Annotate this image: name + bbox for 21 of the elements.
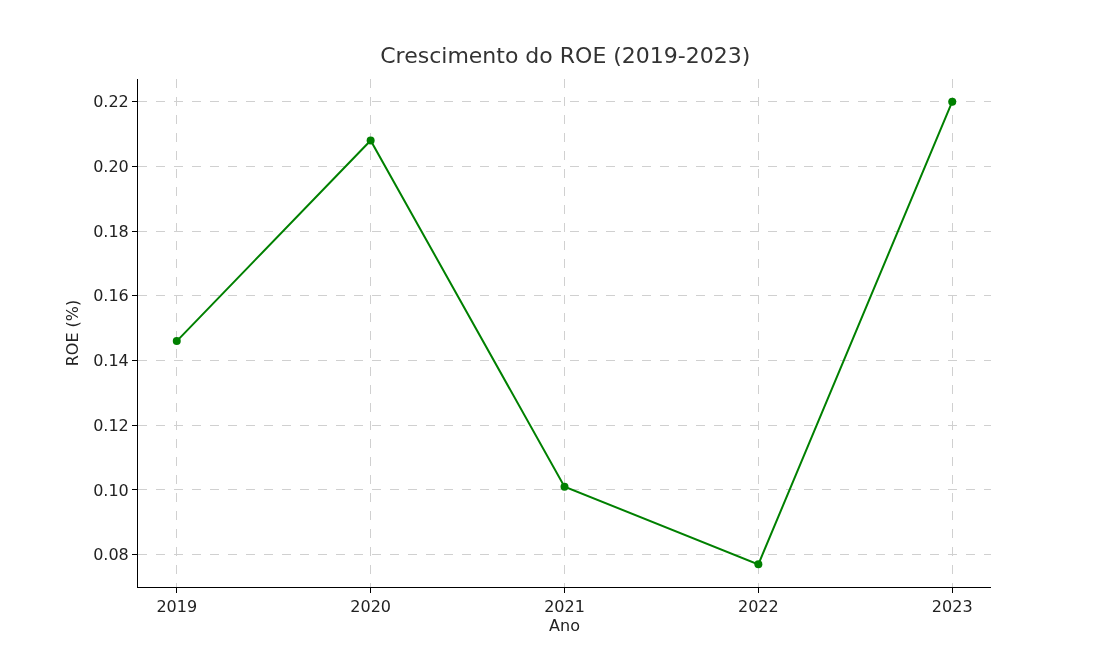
point: [754, 560, 763, 569]
y-axis-title: ROE (%): [63, 299, 83, 367]
x-tick-label: 2020: [350, 597, 391, 617]
chart-title: Crescimento do ROE (2019-2023): [380, 42, 751, 68]
y-tick-label: 0.12: [93, 415, 129, 435]
y-tick-label: 0.18: [93, 221, 129, 241]
point: [172, 337, 181, 346]
y-tick-label: 0.10: [93, 480, 129, 500]
x-tick-label: 2022: [738, 597, 779, 617]
point: [366, 136, 375, 145]
x-axis-title: Ano: [549, 616, 580, 636]
point: [948, 97, 957, 106]
y-tick-label: 0.22: [93, 92, 129, 112]
x-tick-label: 2023: [931, 597, 973, 617]
y-tick-label: 0.16: [93, 286, 129, 306]
x-tick-label: 2019: [156, 597, 198, 617]
y-tick-label: 0.14: [93, 351, 129, 371]
x-tick-label: 2021: [544, 597, 585, 617]
y-tick-label: 0.20: [93, 156, 129, 176]
point: [560, 482, 569, 491]
y-tick-label: 0.08: [93, 545, 129, 565]
